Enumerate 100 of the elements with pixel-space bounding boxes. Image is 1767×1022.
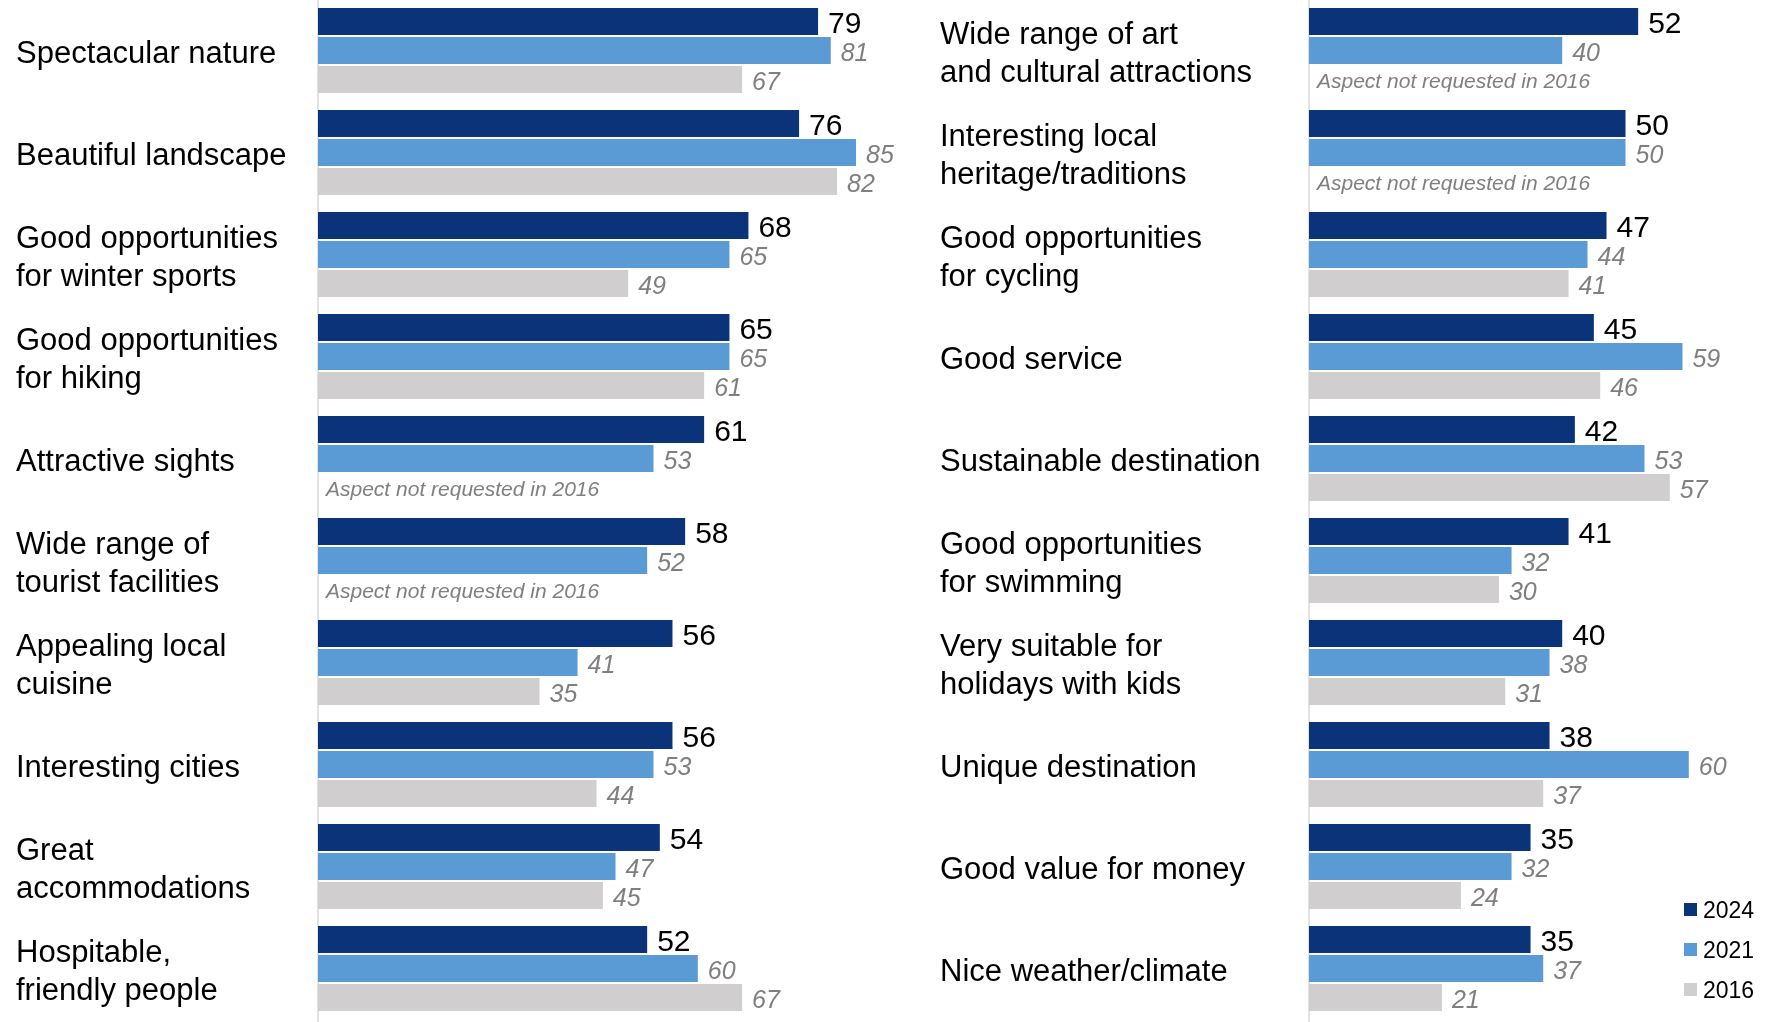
data-label: 60 [1698, 751, 1727, 780]
data-label: 79 [828, 6, 862, 39]
bar [318, 926, 648, 953]
bar [1309, 853, 1512, 880]
data-label: 31 [1515, 678, 1544, 707]
bar [318, 649, 578, 676]
y-tick-label: Very suitable for holidays with kids [940, 627, 1182, 700]
bar [1309, 547, 1512, 574]
bar [1309, 955, 1544, 982]
y-tick-label: Interesting local heritage/traditions [940, 117, 1187, 190]
data-label: 50 [1635, 108, 1669, 141]
bar [1309, 110, 1626, 137]
bar [318, 139, 857, 166]
data-label: 52 [657, 547, 686, 576]
bar [1309, 314, 1594, 341]
y-tick-label: Good opportunities for cycling [940, 219, 1202, 292]
y-tick-label: Wide range of tourist facilities [16, 525, 220, 598]
bar [318, 445, 654, 472]
annotation: Aspect not requested in 2016 [1315, 171, 1591, 194]
annotation: Aspect not requested in 2016 [1315, 69, 1591, 92]
bar [1309, 343, 1683, 370]
bar [1309, 518, 1569, 545]
y-tick-label: Wide range of art and cultural attractions [940, 15, 1252, 88]
data-label: 50 [1635, 139, 1664, 168]
data-label: 82 [847, 168, 875, 197]
legend-label: 2024 [1703, 897, 1755, 923]
bar [318, 547, 648, 574]
bar [318, 110, 800, 137]
data-label: 38 [1559, 720, 1593, 753]
data-label: 32 [1521, 547, 1550, 576]
bar [318, 8, 819, 35]
bar [1309, 139, 1626, 166]
data-label: 45 [612, 882, 641, 911]
data-label: 56 [682, 720, 716, 753]
bar [318, 955, 698, 982]
bar [318, 824, 660, 851]
data-label: 61 [714, 372, 742, 401]
data-label: 52 [657, 924, 691, 957]
y-tick-label: Unique destination [940, 748, 1197, 783]
bar [318, 620, 673, 647]
y-tick-label: Good opportunities for hiking [16, 321, 278, 394]
bar [318, 37, 831, 64]
data-label: 58 [695, 516, 729, 549]
data-label: 46 [1610, 372, 1639, 401]
data-label: 47 [1616, 210, 1650, 243]
data-label: 35 [549, 678, 578, 707]
y-tick-label: Spectacular nature [16, 34, 277, 69]
data-label: 68 [758, 210, 792, 243]
data-label: 41 [1578, 270, 1607, 299]
legend-label: 2016 [1703, 977, 1755, 1003]
bar [1309, 445, 1645, 472]
y-tick-label: Good opportunities for swimming [940, 525, 1202, 598]
bar [318, 212, 749, 239]
y-tick-label: Nice weather/climate [940, 952, 1228, 987]
data-label: 41 [1578, 516, 1612, 549]
data-label: 38 [1559, 649, 1588, 678]
y-tick-label: Appealing local cuisine [16, 627, 227, 700]
data-label: 85 [866, 139, 894, 168]
bar [1309, 620, 1563, 647]
bar [318, 241, 730, 268]
y-tick-label: Good service [940, 340, 1123, 375]
data-label: 53 [663, 751, 692, 780]
data-label: 52 [1648, 6, 1682, 39]
bar [318, 853, 616, 880]
legend-label: 2021 [1703, 937, 1755, 963]
bar [1309, 37, 1563, 64]
data-label: 32 [1521, 853, 1550, 882]
data-label: 40 [1572, 37, 1601, 66]
data-label: 44 [606, 780, 635, 809]
data-label: 59 [1692, 343, 1721, 372]
data-label: 54 [669, 822, 704, 855]
y-tick-label: Attractive sights [16, 442, 235, 477]
bar [1309, 416, 1575, 443]
bar [318, 751, 654, 778]
data-label: 67 [752, 66, 782, 95]
data-label: 37 [1553, 955, 1583, 984]
bar [1309, 751, 1689, 778]
data-label: 35 [1540, 924, 1574, 957]
data-label: 42 [1584, 414, 1619, 447]
annotation: Aspect not requested in 2016 [324, 477, 600, 500]
bar [318, 343, 730, 370]
bar [318, 722, 673, 749]
bar [1309, 241, 1588, 268]
data-label: 21 [1450, 984, 1480, 1013]
data-label: 37 [1553, 780, 1583, 809]
data-label: 67 [752, 984, 782, 1013]
y-tick-label: Good value for money [940, 850, 1246, 885]
bar [1309, 824, 1531, 851]
bar [1309, 722, 1550, 749]
data-label: 61 [714, 414, 748, 447]
data-label: 53 [1654, 445, 1683, 474]
data-label: 24 [1469, 882, 1499, 911]
data-label: 57 [1679, 474, 1709, 503]
data-label: 65 [739, 343, 768, 372]
data-label: 60 [707, 955, 736, 984]
data-label: 49 [638, 270, 667, 299]
bar [1309, 212, 1607, 239]
bar [1309, 8, 1639, 35]
data-label: 56 [682, 618, 716, 651]
annotation: Aspect not requested in 2016 [324, 579, 600, 602]
